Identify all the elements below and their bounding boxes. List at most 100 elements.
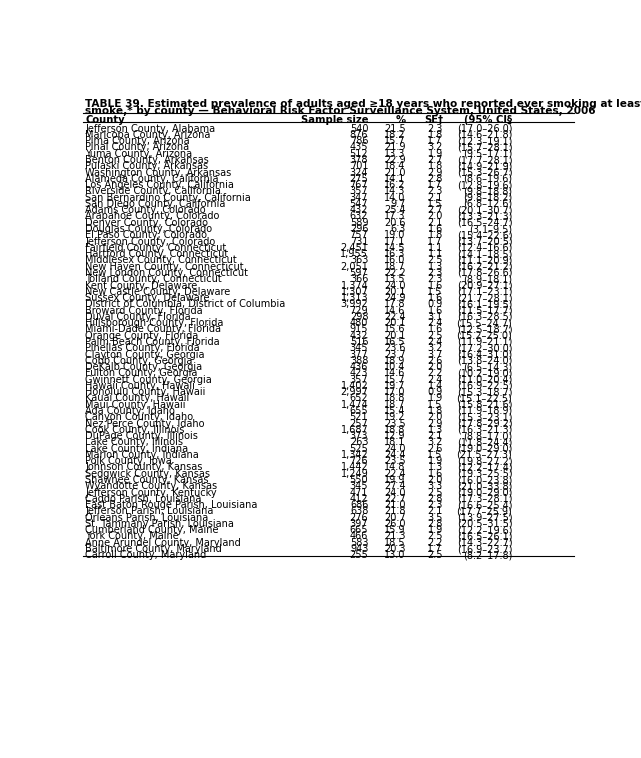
Text: (16.6–25.4): (16.6–25.4) [457, 500, 512, 510]
Text: (13.9–27.5): (13.9–27.5) [456, 512, 512, 523]
Text: 1.5: 1.5 [428, 287, 443, 297]
Text: Baltimore County, Maryland: Baltimore County, Maryland [85, 544, 222, 554]
Text: Jefferson County, Colorado: Jefferson County, Colorado [85, 236, 215, 246]
Text: (14.9–21.9): (14.9–21.9) [457, 161, 512, 171]
Text: 2.1: 2.1 [428, 431, 443, 441]
Text: (10.2–19.0): (10.2–19.0) [457, 368, 512, 378]
Text: (17.3–28.1): (17.3–28.1) [457, 493, 512, 504]
Text: 1.1: 1.1 [428, 249, 443, 259]
Text: Denver County, Colorado: Denver County, Colorado [85, 218, 208, 227]
Text: (16.2–21.2): (16.2–21.2) [456, 262, 512, 271]
Text: (15.4–22.6): (15.4–22.6) [456, 230, 512, 240]
Text: 19.9: 19.9 [384, 475, 406, 485]
Text: Pulaski County, Arkansas: Pulaski County, Arkansas [85, 161, 208, 171]
Text: (15.2–25.0): (15.2–25.0) [456, 330, 512, 340]
Text: New London County, Connecticut: New London County, Connecticut [85, 268, 248, 278]
Text: (19.0–29.0): (19.0–29.0) [457, 487, 512, 497]
Text: 14.5: 14.5 [384, 243, 406, 253]
Text: 3.2: 3.2 [428, 437, 443, 447]
Text: 1,374: 1,374 [340, 280, 368, 290]
Text: 1.8: 1.8 [428, 130, 443, 140]
Text: 19.7: 19.7 [384, 381, 406, 391]
Text: New Castle County, Delaware: New Castle County, Delaware [85, 287, 230, 297]
Text: (16.4–31.0): (16.4–31.0) [457, 349, 512, 359]
Text: TABLE 39. Estimated prevalence of adults aged ≥18 years who reported ever smokin: TABLE 39. Estimated prevalence of adults… [85, 99, 641, 108]
Text: Shawnee County, Kansas: Shawnee County, Kansas [85, 475, 208, 485]
Text: (15.8–21.6): (15.8–21.6) [457, 399, 512, 410]
Text: Broward County, Florida: Broward County, Florida [85, 305, 203, 315]
Text: 1.8: 1.8 [428, 230, 443, 240]
Text: 1,687: 1,687 [340, 424, 368, 435]
Text: 276: 276 [349, 512, 368, 523]
Text: 423: 423 [350, 368, 368, 378]
Text: 1.7: 1.7 [428, 236, 443, 246]
Text: Fairfield County, Connecticut: Fairfield County, Connecticut [85, 243, 226, 253]
Text: (15.5–24.7): (15.5–24.7) [456, 318, 512, 328]
Text: 13.0: 13.0 [384, 550, 406, 560]
Text: New Haven County, Connecticut: New Haven County, Connecticut [85, 262, 244, 271]
Text: 1.9: 1.9 [428, 525, 443, 535]
Text: 1.6: 1.6 [428, 224, 443, 234]
Text: 388: 388 [350, 356, 368, 366]
Text: Adams County, Colorado: Adams County, Colorado [85, 205, 206, 215]
Text: Honolulu County, Hawaii: Honolulu County, Hawaii [85, 387, 206, 397]
Text: Middlesex County, Connecticut: Middlesex County, Connecticut [85, 255, 237, 265]
Text: 1,442: 1,442 [340, 462, 368, 472]
Text: 2.6: 2.6 [428, 356, 443, 366]
Text: 436: 436 [350, 362, 368, 372]
Text: (11.5–17.7): (11.5–17.7) [456, 305, 512, 315]
Text: Sample size: Sample size [301, 115, 368, 125]
Text: Sussex County, Delaware: Sussex County, Delaware [85, 293, 210, 303]
Text: 19.0: 19.0 [384, 230, 406, 240]
Text: 0.9: 0.9 [428, 387, 443, 397]
Text: Maui County, Hawaii: Maui County, Hawaii [85, 399, 186, 410]
Text: (21.0–33.8): (21.0–33.8) [457, 481, 512, 491]
Text: 2.5: 2.5 [428, 487, 443, 497]
Text: York County, Maine: York County, Maine [85, 531, 179, 541]
Text: 2.2: 2.2 [428, 537, 443, 548]
Text: Clayton County, Georgia: Clayton County, Georgia [85, 349, 204, 359]
Text: (6.5–14.3): (6.5–14.3) [463, 362, 512, 372]
Text: 652: 652 [349, 393, 368, 403]
Text: 20.3: 20.3 [384, 544, 406, 554]
Text: (14.6–21.8): (14.6–21.8) [457, 130, 512, 140]
Text: (13.8–24.0): (13.8–24.0) [457, 356, 512, 366]
Text: Jefferson County, Kentucky: Jefferson County, Kentucky [85, 487, 217, 497]
Text: 20.6: 20.6 [384, 218, 406, 227]
Text: (8.9–18.1): (8.9–18.1) [463, 274, 512, 284]
Text: (21.7–28.1): (21.7–28.1) [456, 293, 512, 303]
Text: 14.6: 14.6 [384, 368, 406, 378]
Text: (20.1–30.7): (20.1–30.7) [457, 205, 512, 215]
Text: Pinellas County, Florida: Pinellas County, Florida [85, 343, 200, 353]
Text: (16.3–21.3): (16.3–21.3) [457, 424, 512, 435]
Text: 540: 540 [350, 124, 368, 133]
Text: Sedgwick County, Kansas: Sedgwick County, Kansas [85, 468, 210, 479]
Text: (14.3–22.7): (14.3–22.7) [456, 537, 512, 548]
Text: 22.4: 22.4 [384, 312, 406, 322]
Text: 435: 435 [350, 143, 368, 152]
Text: 1,955: 1,955 [340, 249, 368, 259]
Text: (15.3–26.7): (15.3–26.7) [456, 168, 512, 177]
Text: (9.8–18.8): (9.8–18.8) [463, 186, 512, 196]
Text: Yuma County, Arizona: Yuma County, Arizona [85, 149, 192, 158]
Text: 18.7: 18.7 [384, 262, 406, 271]
Text: 525: 525 [349, 443, 368, 453]
Text: 1.1: 1.1 [428, 243, 443, 253]
Text: Pinal County, Arizona: Pinal County, Arizona [85, 143, 189, 152]
Text: 6.3: 6.3 [390, 224, 406, 234]
Text: 638: 638 [350, 506, 368, 516]
Text: 21.5: 21.5 [384, 124, 406, 133]
Text: (14.1–18.5): (14.1–18.5) [457, 249, 512, 259]
Text: 1,313: 1,313 [340, 293, 368, 303]
Text: 1.5: 1.5 [428, 399, 443, 410]
Text: 275: 275 [349, 174, 368, 184]
Text: Jefferson County, Alabama: Jefferson County, Alabama [85, 124, 215, 133]
Text: (11.9–21.1): (11.9–21.1) [457, 337, 512, 347]
Text: 2.5: 2.5 [428, 330, 443, 340]
Text: (13.3–21.3): (13.3–21.3) [457, 211, 512, 221]
Text: 23.7: 23.7 [384, 349, 406, 359]
Text: 255: 255 [349, 550, 368, 560]
Text: 397: 397 [350, 519, 368, 529]
Text: 23.6: 23.6 [384, 343, 406, 353]
Text: 701: 701 [350, 161, 368, 171]
